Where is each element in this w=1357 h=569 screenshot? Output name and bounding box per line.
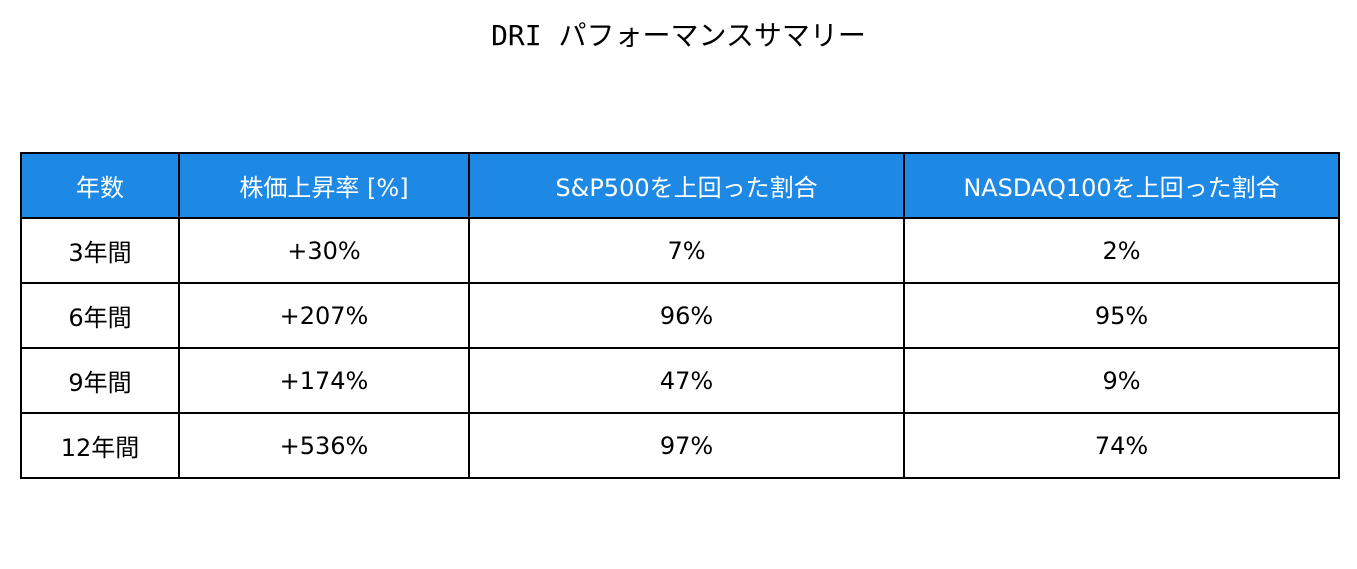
column-header: S&P500を上回った割合	[468, 152, 905, 219]
table-cell: 74%	[903, 412, 1340, 479]
table-cell: 12年間	[20, 412, 180, 479]
table-cell: 9%	[903, 347, 1340, 414]
table-row: 6年間 +207% 96% 95%	[20, 282, 1340, 349]
summary-table: 年数 株価上昇率 [%] S&P500を上回った割合 NASDAQ100を上回った割合…	[20, 152, 1340, 479]
table-cell: 47%	[468, 347, 905, 414]
table-cell: 3年間	[20, 217, 180, 284]
table-cell: +207%	[178, 282, 470, 349]
column-header: NASDAQ100を上回った割合	[903, 152, 1340, 219]
table-cell: 6年間	[20, 282, 180, 349]
table-cell: 97%	[468, 412, 905, 479]
table-row: 3年間 +30% 7% 2%	[20, 217, 1340, 284]
table-cell: +30%	[178, 217, 470, 284]
table-cell: +536%	[178, 412, 470, 479]
table-body: 3年間 +30% 7% 2% 6年間 +207% 96% 95% 9年間 +174% 47% 9% 12…	[20, 217, 1340, 479]
table-cell: 7%	[468, 217, 905, 284]
table-cell: +174%	[178, 347, 470, 414]
table-row: 12年間 +536% 97% 74%	[20, 412, 1340, 479]
table-cell: 95%	[903, 282, 1340, 349]
table-cell: 9年間	[20, 347, 180, 414]
table-row: 9年間 +174% 47% 9%	[20, 347, 1340, 414]
column-header: 株価上昇率 [%]	[178, 152, 470, 219]
header-row: 年数 株価上昇率 [%] S&P500を上回った割合 NASDAQ100を上回った割合	[20, 152, 1340, 219]
title: DRI パフォーマンスサマリー	[491, 19, 866, 52]
table-cell: 2%	[903, 217, 1340, 284]
column-header: 年数	[20, 152, 180, 219]
table-cell: 96%	[468, 282, 905, 349]
